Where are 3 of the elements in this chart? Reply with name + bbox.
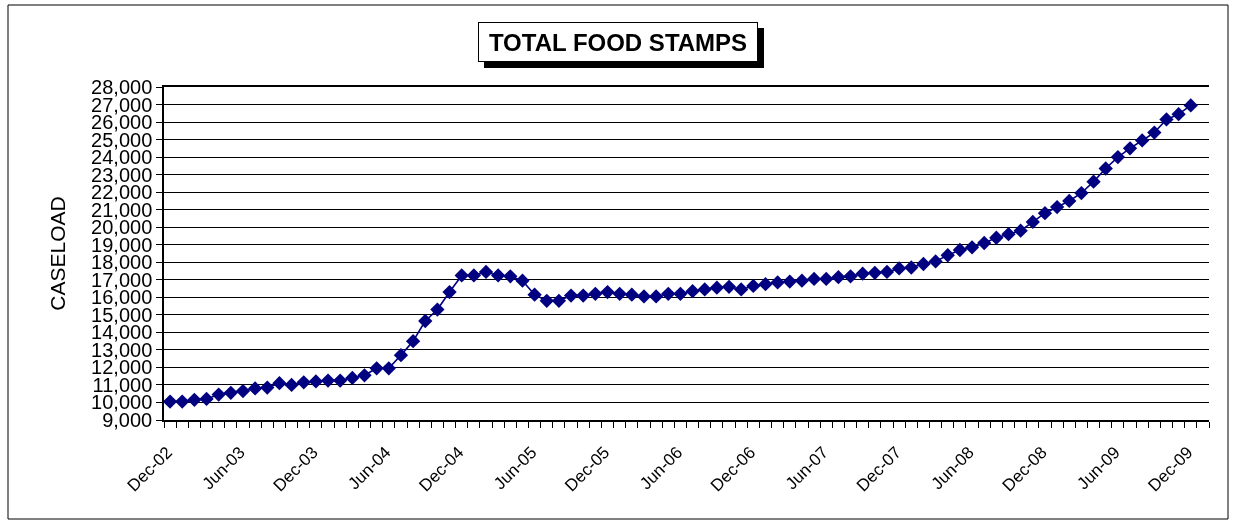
chart-title: TOTAL FOOD STAMPS	[488, 28, 748, 56]
y-tick-label: 28,000	[91, 76, 153, 98]
y-axis-title: CASELOAD	[45, 196, 69, 311]
